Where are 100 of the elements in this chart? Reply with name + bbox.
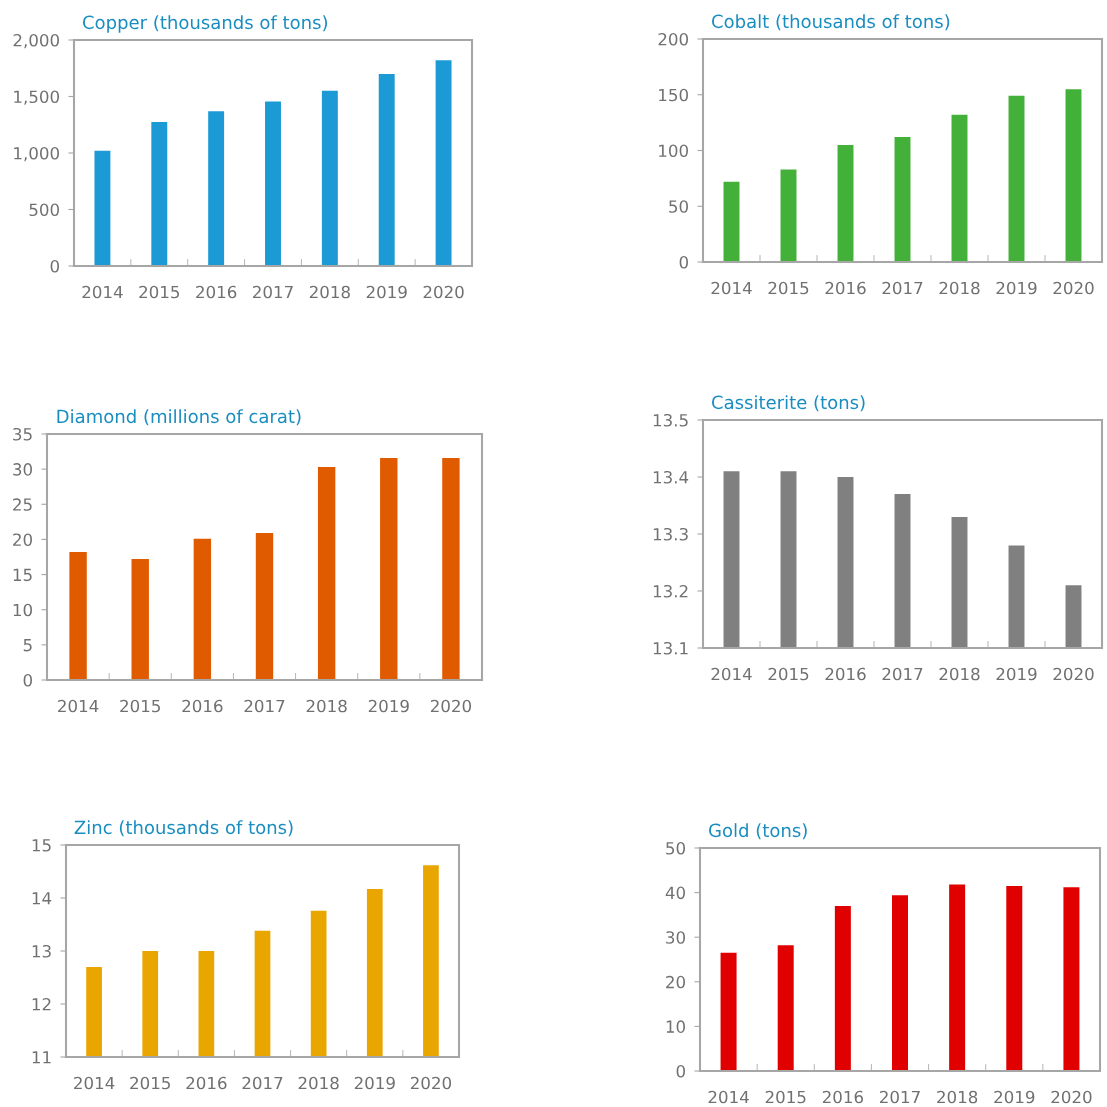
y-tick-label: 15 <box>32 839 51 852</box>
y-tick-label: 1,500 <box>14 90 59 105</box>
x-tick-label: 2014 <box>58 699 99 713</box>
y-tick-label: 13.5 <box>653 413 688 427</box>
y-tick-label: 0 <box>23 673 32 687</box>
y-tick-label: 30 <box>666 931 685 944</box>
bar <box>265 101 281 266</box>
bar <box>321 90 338 266</box>
bar <box>1006 885 1023 1071</box>
y-tick-label: 14 <box>32 892 52 905</box>
y-tick-label: 200 <box>658 32 688 46</box>
x-tick-label: 2018 <box>937 1090 978 1104</box>
x-tick-label: 2017 <box>880 1090 920 1104</box>
y-tick-label: 35 <box>13 427 32 441</box>
bar <box>1063 887 1080 1071</box>
bar <box>951 114 968 262</box>
x-tick-label: 2019 <box>368 699 409 713</box>
bar <box>317 467 336 680</box>
x-tick-label: 2017 <box>882 281 923 295</box>
bar <box>949 884 966 1071</box>
y-tick-label: 0 <box>679 255 688 269</box>
bar <box>442 457 460 680</box>
x-tick-label: 2015 <box>768 281 809 295</box>
x-tick-label: 2017 <box>253 285 293 299</box>
x-tick-label: 2019 <box>354 1076 395 1090</box>
y-tick-label: 25 <box>13 498 32 511</box>
y-tick-label: 50 <box>669 200 688 213</box>
y-tick-label: 20 <box>13 533 32 546</box>
x-tick-label: 2018 <box>939 281 980 295</box>
y-tick-label: 10 <box>13 603 32 617</box>
bar <box>131 559 149 680</box>
y-tick-label: 2,000 <box>13 33 59 49</box>
x-tick-label: 2015 <box>139 285 180 299</box>
y-tick-label: 40 <box>665 886 685 900</box>
bar <box>837 144 854 262</box>
y-tick-label: 0 <box>50 259 59 273</box>
x-tick-label: 2015 <box>765 1090 806 1104</box>
x-tick-label: 2017 <box>242 1076 283 1090</box>
x-tick-label: 2017 <box>882 667 923 681</box>
bar <box>255 533 274 680</box>
y-tick-label: 11 <box>32 1051 51 1064</box>
chart-title: Gold (tons) <box>709 823 807 840</box>
y-tick-label: 1,000 <box>14 146 59 162</box>
x-tick-label: 2016 <box>196 285 237 299</box>
x-tick-label: 2016 <box>186 1076 227 1090</box>
y-tick-label: 100 <box>659 144 688 158</box>
y-tick-label: 5 <box>23 639 32 652</box>
bar <box>69 552 87 680</box>
bar <box>193 538 212 680</box>
chart-title: Diamond (millions of carat) <box>57 409 301 426</box>
x-tick-label: 2016 <box>182 699 223 713</box>
x-tick-label: 2019 <box>994 1090 1035 1104</box>
bar <box>378 73 395 266</box>
x-tick-label: 2020 <box>1053 281 1094 295</box>
x-tick-label: 2015 <box>120 699 160 713</box>
x-tick-label: 2015 <box>768 667 809 681</box>
chart-title: Cobalt (thousands of tons) <box>711 14 950 31</box>
x-tick-label: 2019 <box>996 281 1037 295</box>
x-tick-label: 2019 <box>366 285 407 299</box>
x-tick-label: 2015 <box>130 1076 170 1090</box>
x-tick-label: 2020 <box>1053 667 1094 681</box>
x-tick-label: 2014 <box>711 667 752 681</box>
bar <box>780 169 797 262</box>
bar <box>435 60 452 266</box>
bar <box>208 111 225 266</box>
y-tick-label: 13.2 <box>653 584 688 598</box>
x-tick-label: 2017 <box>244 699 285 713</box>
bar <box>1065 89 1082 262</box>
y-tick-label: 15 <box>13 568 32 582</box>
y-tick-label: 20 <box>666 975 685 989</box>
bar <box>94 150 111 266</box>
bar <box>894 137 911 262</box>
x-tick-label: 2020 <box>410 1076 452 1090</box>
x-tick-label: 2016 <box>825 281 866 295</box>
x-tick-label: 2018 <box>939 667 980 681</box>
bar <box>723 181 740 262</box>
x-tick-label: 2014 <box>711 281 752 295</box>
x-tick-label: 2018 <box>309 285 350 299</box>
bar <box>1008 95 1025 262</box>
y-tick-label: 12 <box>32 997 51 1011</box>
y-tick-label: 50 <box>666 841 685 855</box>
x-tick-label: 2016 <box>825 667 866 681</box>
bar <box>380 457 398 680</box>
x-tick-label: 2020 <box>423 285 464 299</box>
x-tick-label: 2018 <box>298 1076 339 1090</box>
y-tick-label: 500 <box>29 203 59 217</box>
bar <box>834 905 851 1071</box>
y-tick-label: 13.3 <box>653 527 688 541</box>
x-tick-label: 2018 <box>306 699 347 713</box>
x-tick-label: 2014 <box>82 285 123 299</box>
chart-title: Copper (thousands of tons) <box>82 15 327 33</box>
bar <box>151 121 168 266</box>
y-tick-label: 0 <box>676 1064 685 1078</box>
chart-title: Cassiterite (tons) <box>711 395 865 412</box>
bar <box>892 895 908 1071</box>
x-tick-label: 2019 <box>996 667 1037 681</box>
y-tick-label: 13.1 <box>653 641 688 655</box>
x-tick-label: 2014 <box>74 1076 115 1090</box>
y-tick-label: 10 <box>666 1020 685 1033</box>
x-tick-label: 2016 <box>822 1090 864 1104</box>
